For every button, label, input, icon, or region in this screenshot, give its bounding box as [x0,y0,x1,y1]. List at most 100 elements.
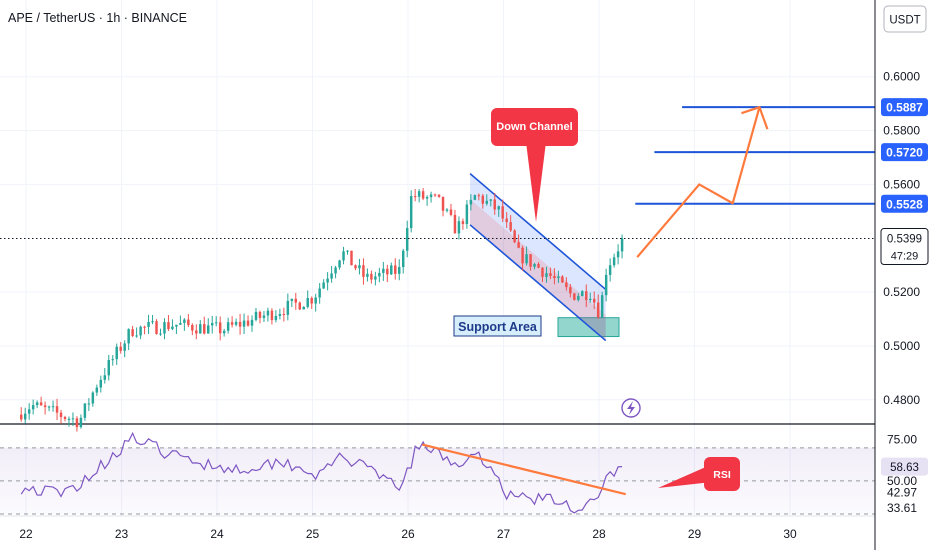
candle-body [612,257,616,266]
down-channel-fill [470,173,606,341]
candle-body [600,295,604,318]
candle-body [47,406,51,408]
candle-body [262,315,266,318]
candle-body [210,322,214,326]
candle-body [286,300,290,315]
support-area-box [557,317,620,338]
candle-body [39,402,43,406]
candle-body [107,360,111,376]
rsi-value-tag: 58.63 [881,457,928,476]
candle-body [616,251,620,258]
candle-body [167,322,170,330]
candle-body [71,418,75,420]
candle-body [501,206,504,219]
price-axis-label: 0.5000 [883,339,920,353]
candle-body [147,322,150,327]
candle-body [569,287,572,294]
candle-body [294,298,298,303]
candle-body [382,268,385,273]
candle-body [322,282,325,289]
candle-body [218,322,222,334]
candle-body [608,265,612,275]
candle-body [493,199,496,210]
candle-body [179,323,182,325]
candle-body [175,324,178,327]
candle-body [549,273,552,276]
candle-body [421,191,425,199]
candle-body [234,321,238,325]
candle-body [143,326,146,328]
rsi-trendline [422,443,627,496]
current-price-value: 0.5399 [887,234,922,246]
time-axis-label: 26 [401,527,415,541]
candle-body [509,222,512,231]
candle-body [620,238,624,252]
candles [19,188,624,432]
down-channel-callout-pointer [526,142,546,222]
candle-body [127,329,130,344]
currency-label[interactable]: USDT [889,15,920,27]
candle-body [604,274,608,296]
grid [0,0,875,516]
candle-body [274,315,278,321]
candle-body [537,264,540,268]
lightning-icon[interactable] [621,398,641,418]
currency-button[interactable]: USDT [883,5,927,33]
candle-body [111,359,114,361]
target-level-tag-value: 0.5720 [886,146,923,160]
down-channel-label: Down Channel [496,121,572,133]
candle-body [163,322,166,334]
down-channel-upper-line [469,173,607,291]
candle-body [326,278,329,283]
candle-body [203,324,206,334]
candle-body [302,306,305,310]
candle-body [27,409,31,414]
candle-body [214,322,218,324]
support-area-callout: Support Area [453,315,542,337]
rsi-callout-pointer [658,466,712,488]
time-axis-label: 29 [688,527,702,541]
candle-body [266,310,270,316]
candle-body [589,298,592,301]
candle-body [199,324,202,334]
rsi-label: RSI [713,469,731,481]
candle-body [441,196,445,211]
candle-body [592,298,596,303]
candle-body [99,379,103,388]
time-axis-label: 30 [783,527,797,541]
candle-body [413,196,417,198]
candle-body [358,265,361,269]
candle-body [561,276,564,283]
candle-body [485,200,489,204]
candle-body [135,335,138,337]
candle-body [51,406,55,408]
candle-body [318,288,321,298]
currency-button-box[interactable] [883,5,927,33]
candle-body [354,265,357,269]
candle-body [481,195,485,204]
candle-body [573,293,576,300]
candle-body [151,321,154,323]
candle-body [119,346,122,351]
rsi-line [20,431,623,514]
candle-body [115,346,118,360]
candle-body [55,406,59,413]
candle-body [401,250,405,268]
candle-body [362,265,365,277]
candle-body [433,194,437,196]
rsi-value-tag-box [881,457,928,476]
candle-body [242,320,246,327]
candle-body [465,204,469,225]
time-axis: 22 23 24 25 26 27 28 29 30 [19,527,797,541]
rsi-callout: RSI [658,457,740,491]
candle-body [585,291,588,301]
candle-body [230,322,234,325]
candle-body [310,298,313,304]
candle-body [429,194,433,198]
candle-body [79,417,83,428]
candle-body [461,221,465,225]
target-level-tag-box [881,98,928,117]
candle-body [191,324,194,331]
candle-body [63,417,67,419]
candle-body [477,195,481,197]
